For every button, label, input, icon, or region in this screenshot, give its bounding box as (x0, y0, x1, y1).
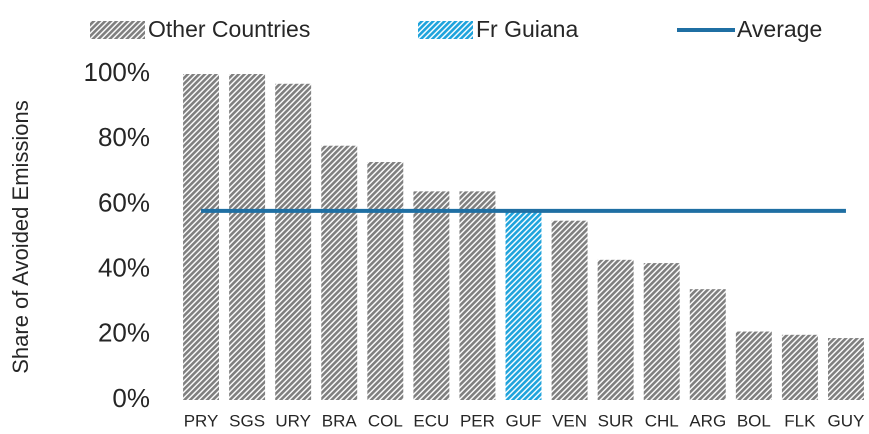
y-tick-label: 80% (98, 122, 150, 152)
y-tick-label: 100% (84, 57, 151, 87)
x-tick-label: SUR (598, 411, 634, 430)
legend-label: Average (737, 16, 822, 42)
x-tick-label: PRY (184, 411, 219, 430)
x-tick-label: URY (275, 411, 311, 430)
bar (275, 83, 312, 400)
x-tick-label: GUY (828, 411, 865, 430)
x-tick-label: SGS (229, 411, 265, 430)
bar (459, 191, 496, 400)
legend-label: Other Countries (148, 16, 310, 42)
x-tick-label: VEN (552, 411, 587, 430)
x-tick-label: GUF (506, 411, 542, 430)
y-tick-label: 0% (112, 383, 150, 413)
bar (367, 162, 404, 400)
bar (828, 338, 864, 400)
x-tick-label: CHL (645, 411, 679, 430)
y-axis-title: Share of Avoided Emissions (8, 100, 33, 374)
x-tick-label: COL (368, 411, 403, 430)
bar (597, 259, 634, 400)
legend-swatch (418, 21, 473, 39)
y-tick-label: 20% (98, 318, 150, 348)
bar (551, 220, 588, 400)
legend-label: Fr Guiana (476, 16, 578, 42)
bar (413, 191, 450, 400)
x-tick-label: BOL (737, 411, 771, 430)
bar (689, 289, 726, 400)
bar (735, 331, 772, 400)
bar (321, 145, 358, 400)
x-tick-label: ECU (413, 411, 449, 430)
bar (781, 334, 818, 400)
legend-swatch (90, 21, 145, 39)
y-tick-label: 60% (98, 187, 150, 217)
y-tick-label: 40% (98, 252, 150, 282)
bar (229, 74, 266, 400)
x-tick-label: PER (460, 411, 495, 430)
bar (183, 74, 219, 400)
bar (505, 210, 542, 400)
bar (643, 263, 680, 400)
x-tick-label: FLK (784, 411, 816, 430)
x-tick-label: ARG (689, 411, 726, 430)
x-tick-label: BRA (322, 411, 358, 430)
